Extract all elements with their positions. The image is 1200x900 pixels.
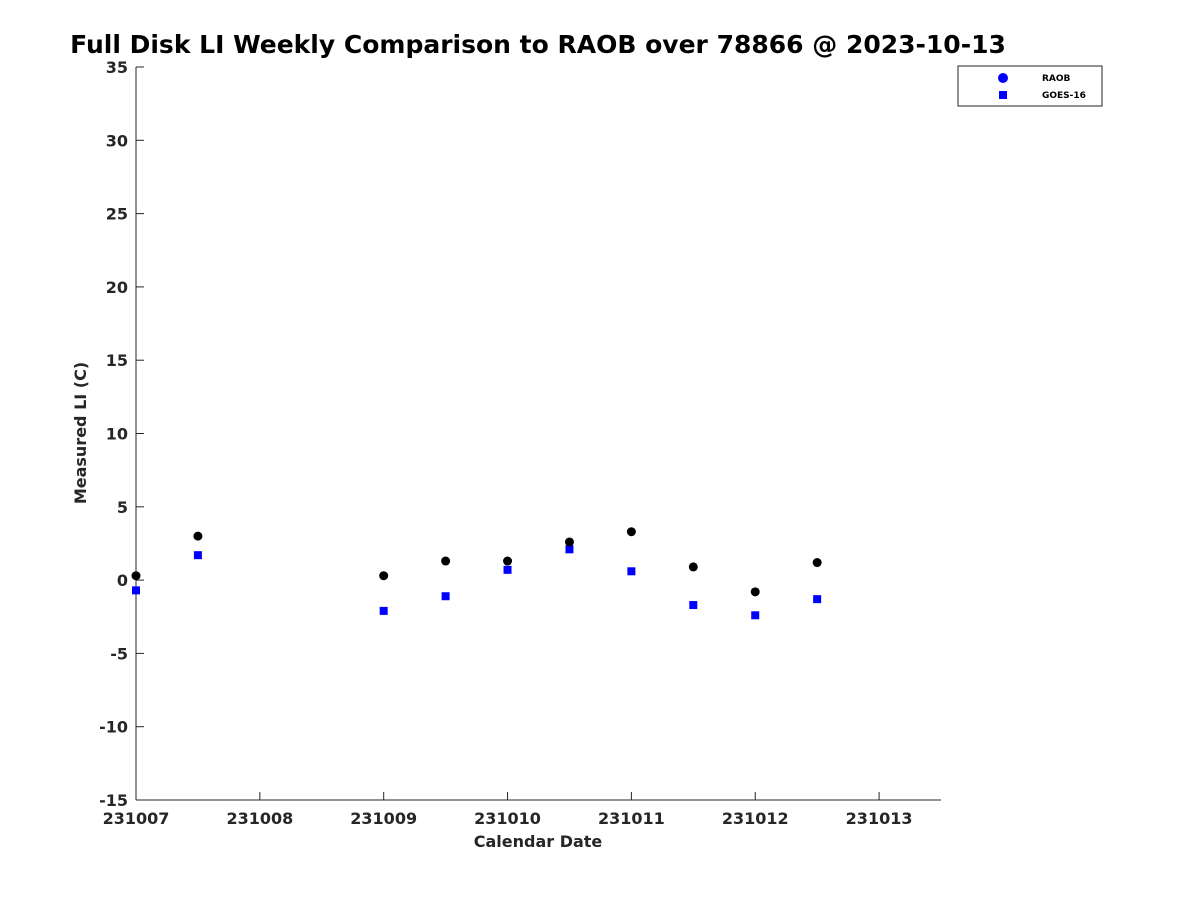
x-tick-label: 231010	[474, 809, 541, 828]
legend: RAOB GOES-16	[957, 65, 1103, 107]
y-tick-label: 30	[106, 131, 128, 150]
chart-title: Full Disk LI Weekly Comparison to RAOB o…	[70, 30, 1006, 59]
y-tick-label: -15	[99, 791, 128, 810]
plot-points	[131, 527, 822, 620]
y-axis-ticks: -15 -10 -5 0 5 10 15 20 25 30 35	[99, 58, 144, 810]
goes16-point	[627, 567, 636, 576]
goes16-point	[132, 586, 140, 595]
x-tick-label: 231011	[598, 809, 665, 828]
raob-point	[564, 537, 574, 547]
legend-entries: RAOB GOES-16	[998, 73, 1086, 101]
raob-point	[503, 556, 513, 566]
raob-point	[131, 571, 141, 581]
y-tick-label: -10	[99, 718, 128, 737]
goes16-point	[813, 595, 822, 604]
x-tick-label: 231008	[226, 809, 293, 828]
raob-point	[750, 587, 760, 597]
series-goes-16	[132, 545, 822, 620]
x-tick-label: 231013	[846, 809, 913, 828]
goes16-point	[565, 545, 574, 554]
y-tick-label: 15	[106, 351, 128, 370]
legend-circle-icon	[998, 73, 1008, 83]
x-axis-ticks: 231007 231008 231009 231010 231011 231012 2310…	[103, 792, 913, 828]
x-tick-label: 231007	[103, 809, 170, 828]
legend-square-icon	[999, 91, 1007, 99]
axes	[135, 67, 941, 801]
goes16-point	[441, 592, 450, 601]
raob-point	[441, 556, 451, 566]
goes16-point	[689, 601, 698, 610]
goes16-point	[503, 565, 512, 574]
x-tick-label: 231009	[350, 809, 417, 828]
y-axis-label: Measured LI (C)	[71, 362, 90, 504]
y-tick-label: 20	[106, 278, 128, 297]
y-tick-label: 25	[106, 205, 128, 224]
y-tick-label: 0	[117, 571, 128, 590]
legend-label: RAOB	[1042, 74, 1071, 84]
legend-box	[957, 65, 1103, 107]
goes16-point	[193, 551, 202, 560]
legend-label: GOES-16	[1042, 91, 1086, 101]
series-raob	[131, 527, 822, 597]
raob-point	[379, 571, 389, 581]
x-tick-label: 231012	[722, 809, 789, 828]
raob-point	[688, 562, 698, 572]
y-tick-label: 35	[106, 58, 128, 77]
goes16-point	[751, 611, 760, 620]
raob-point	[193, 531, 203, 541]
raob-point	[626, 527, 636, 537]
x-axis-label: Calendar Date	[474, 832, 603, 851]
y-tick-label: 10	[106, 425, 128, 444]
y-tick-label: 5	[117, 498, 128, 517]
y-tick-label: -5	[110, 644, 128, 663]
goes16-point	[379, 606, 388, 615]
raob-point	[812, 558, 822, 568]
